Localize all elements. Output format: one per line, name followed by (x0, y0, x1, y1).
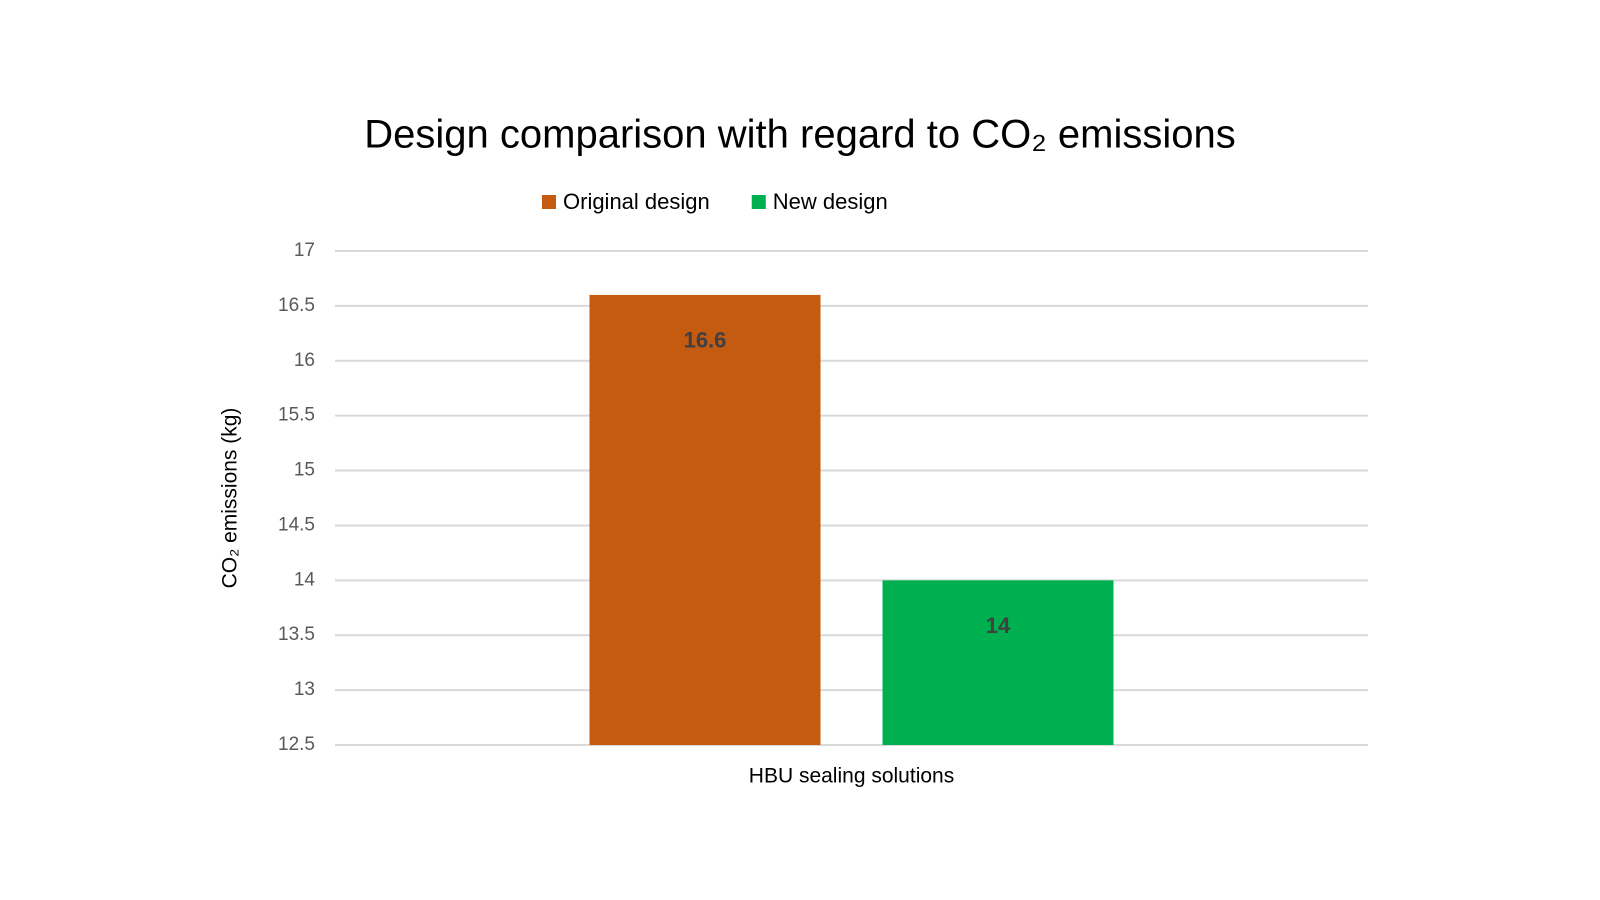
y-tick-label: 13.5 (278, 624, 315, 645)
y-tick-label: 14 (294, 569, 316, 590)
y-tick-label: 13 (294, 679, 315, 700)
y-tick-label: 15 (294, 460, 315, 481)
x-tick-label: HBU sealing solutions (749, 765, 954, 788)
y-tick-label: 15.5 (278, 405, 315, 426)
y-tick-label: 16 (294, 350, 315, 371)
y-tick-label: 16.5 (278, 295, 315, 316)
y-tick-label: 14.5 (278, 514, 315, 535)
chart-title: Design comparison with regard to CO₂ emi… (364, 113, 1235, 157)
legend-label: Original design (563, 189, 710, 214)
data-label: 14 (986, 613, 1011, 638)
bar (882, 580, 1114, 745)
legend-swatch (751, 195, 766, 209)
legend-swatch (542, 195, 556, 209)
y-tick-label: 12.5 (278, 734, 315, 755)
y-axis-label: CO₂ emissions (kg) (219, 408, 242, 589)
bar (589, 294, 821, 745)
data-label: 16.6 (684, 328, 727, 353)
y-tick-label: 17 (294, 240, 315, 261)
legend-label: New design (773, 189, 888, 214)
